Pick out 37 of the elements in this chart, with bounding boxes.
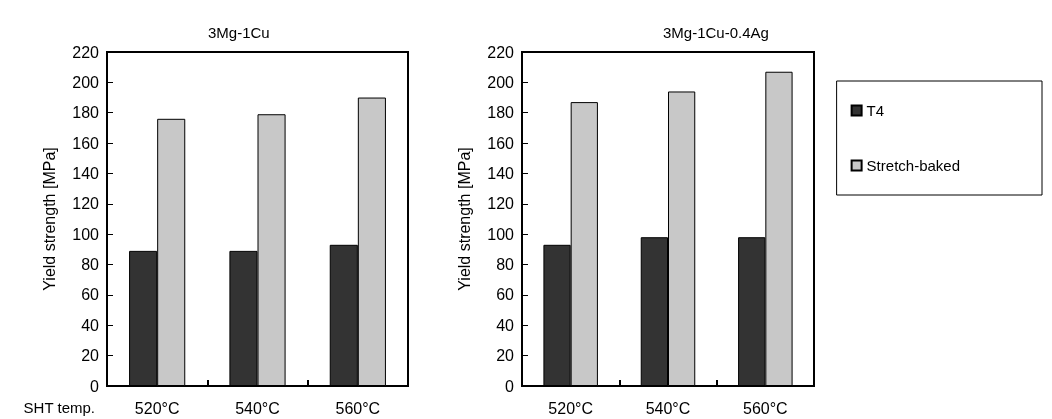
y-tick-label: 140 [487,164,515,182]
y-tick-label: 140 [72,164,100,182]
y-axis-title: Yield strength [MPa] [40,147,58,291]
y-tick-label: 100 [72,225,100,243]
y-tick-label: 80 [496,256,515,274]
y-tick-label: 20 [496,347,515,365]
y-tick-label: 0 [90,377,100,395]
y-tick-label: 220 [72,43,100,61]
y-tick-label: 180 [487,104,515,122]
y-tick-label: 120 [487,195,515,213]
x-tick-label: 560°C [743,399,788,417]
y-tick-label: 160 [72,134,100,152]
y-tick-label: 20 [81,347,100,365]
legend-label: Stretch-baked [866,157,961,174]
y-tick-label: 60 [81,286,100,304]
chart-title: 3Mg-1Cu [208,24,270,41]
y-tick-label: 160 [487,134,515,152]
y-tick-label: 120 [72,195,100,213]
y-tick-label: 60 [496,286,515,304]
x-tick-label: 540°C [645,399,691,417]
x-tick-label: 540°C [235,399,280,417]
x-tick-label: 560°C [335,399,381,417]
y-tick-label: 0 [505,377,515,395]
y-tick-label: 180 [72,104,100,122]
x-tick-label: 520°C [134,399,180,417]
y-axis-title: Yield strength [MPa] [455,147,473,291]
y-tick-label: 80 [81,256,100,274]
x-tick-label: 520°C [548,399,593,417]
y-tick-label: 200 [487,73,515,91]
y-tick-label: 100 [487,225,515,243]
y-tick-label: 220 [487,43,515,61]
x-axis-title: SHT temp. [23,399,95,416]
y-tick-label: 40 [81,316,100,334]
legend-label: T4 [866,102,885,119]
y-tick-label: 40 [496,316,515,334]
y-tick-label: 200 [72,73,100,91]
chart-title: 3Mg-1Cu-0.4Ag [663,24,769,41]
